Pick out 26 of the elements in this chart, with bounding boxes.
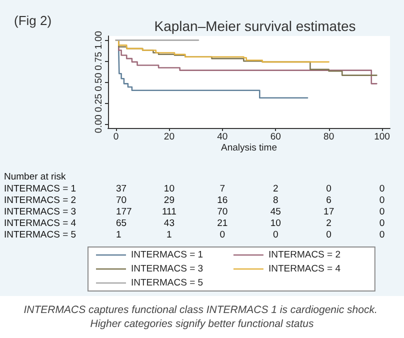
y-tick-label: 0.50: [94, 72, 104, 92]
text: INTERMACS = 4 65 43 21 10 2 0: [4, 218, 385, 229]
legend-label: INTERMACS = 2: [268, 250, 367, 260]
text: INTERMACS = 5 1 1 0 0 0 0: [4, 230, 385, 240]
y-tick-label: 0.75: [94, 52, 104, 70]
y-tick-label: 1.00: [94, 30, 104, 50]
text: INTERMACS = 2 70 29 16 8 6 0: [4, 195, 385, 206]
chart-title: Kaplan–Meier survival estimates: [154, 18, 356, 34]
x-tick-label: 0: [113, 132, 119, 142]
x-tick-label: 100: [374, 132, 390, 142]
x-tick-label: 60: [270, 132, 281, 142]
y-tick-label: 0.25: [94, 94, 104, 112]
legend-label: INTERMACS = 1: [131, 250, 230, 260]
y-tick-label: 0.00: [94, 114, 104, 134]
text: INTERMACS captures functional class INTERMACS 1 is cardiogenic shock. Higher categories signify better functional status: [24, 304, 380, 330]
x-axis-title: Analysis time: [221, 142, 277, 154]
text: Number at risk: [4, 172, 66, 182]
legend-label: INTERMACS = 5: [131, 278, 230, 288]
text: (Fig 2): [14, 13, 52, 28]
text: INTERMACS = 3 177 111 70 45 17 0: [4, 206, 385, 218]
text: INTERMACS = 1 37 10 7 2 0 0: [4, 184, 385, 194]
x-tick-label: 40: [217, 132, 228, 142]
x-tick-label: 80: [324, 132, 334, 142]
x-tick-label: 20: [164, 132, 174, 142]
legend-label: INTERMACS = 4: [268, 264, 367, 274]
legend-label: INTERMACS = 3: [131, 264, 230, 274]
